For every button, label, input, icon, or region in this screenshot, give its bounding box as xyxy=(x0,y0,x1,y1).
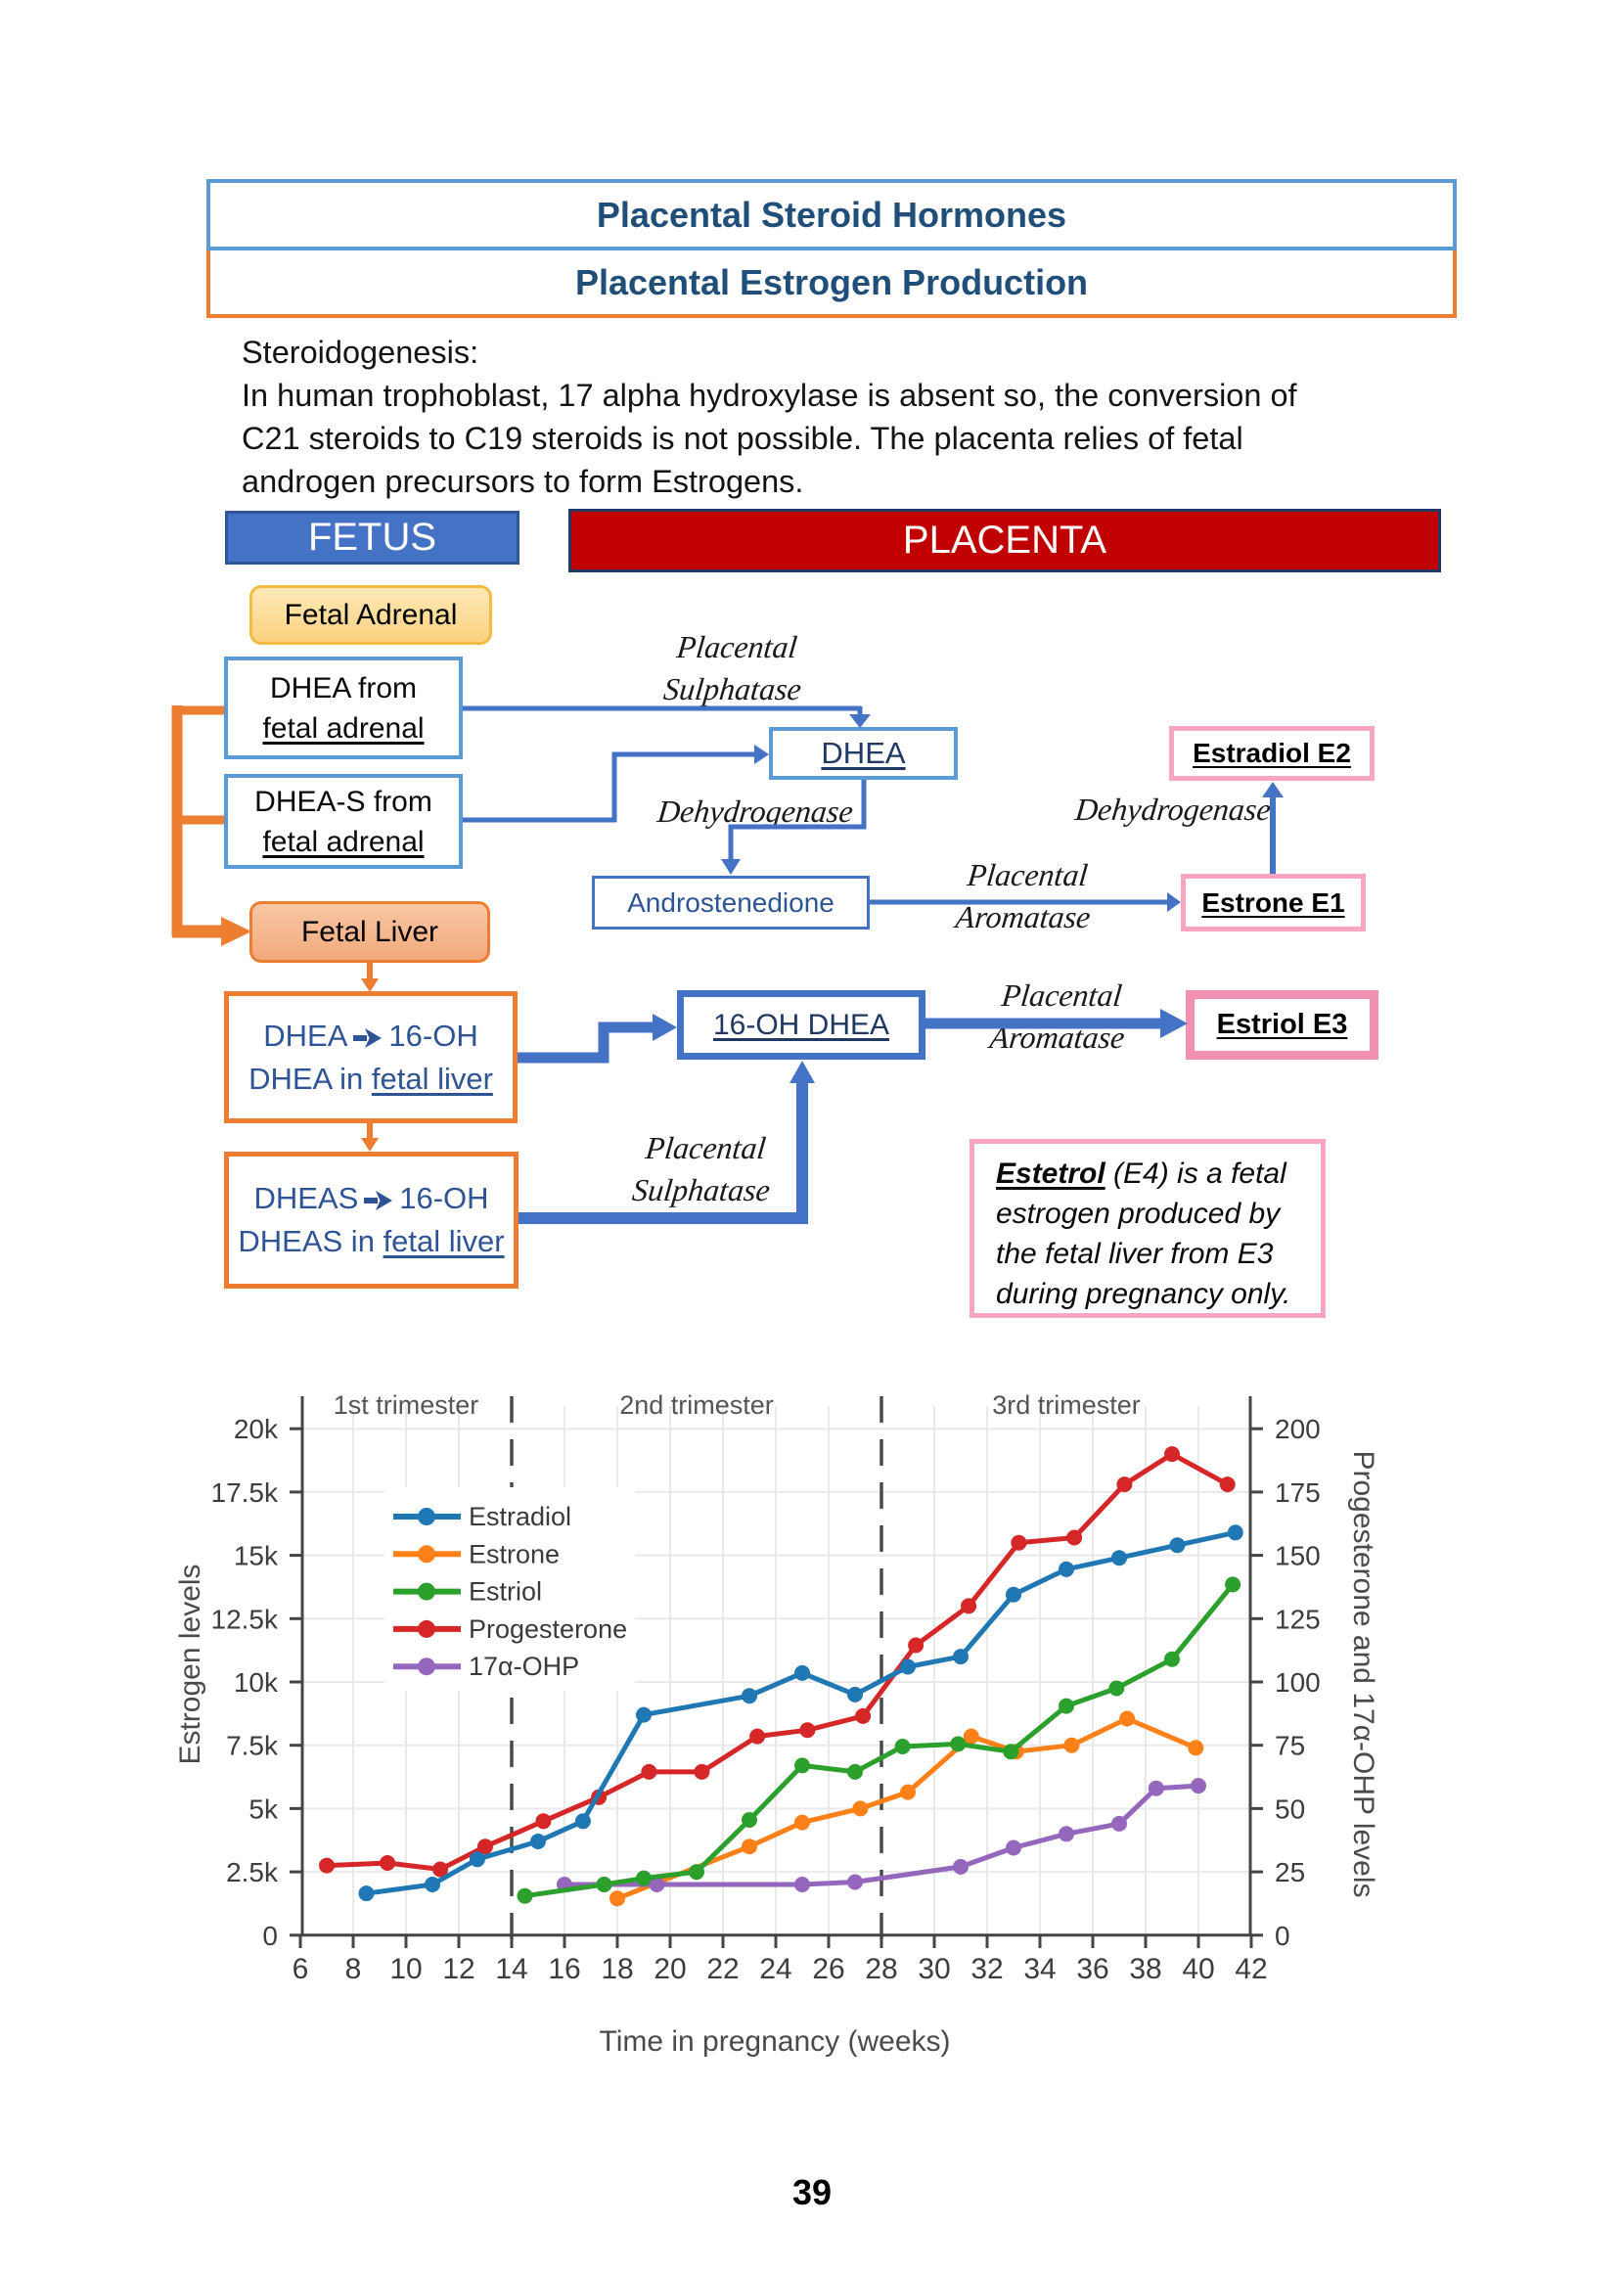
svg-text:28: 28 xyxy=(865,1953,897,1985)
svg-text:24: 24 xyxy=(759,1953,791,1985)
svg-text:Time in pregnancy (weeks): Time in pregnancy (weeks) xyxy=(599,2025,950,2058)
svg-text:Estriol: Estriol xyxy=(469,1577,542,1607)
svg-text:25: 25 xyxy=(1275,1857,1305,1887)
svg-text:26: 26 xyxy=(812,1953,844,1985)
svg-text:175: 175 xyxy=(1275,1477,1321,1508)
svg-text:14: 14 xyxy=(495,1953,527,1985)
svg-text:20k: 20k xyxy=(234,1414,279,1444)
svg-text:Estrone: Estrone xyxy=(469,1539,560,1568)
svg-text:20: 20 xyxy=(654,1953,686,1985)
svg-text:30: 30 xyxy=(918,1953,950,1985)
svg-text:2nd trimester: 2nd trimester xyxy=(619,1390,774,1420)
svg-text:1st trimester: 1st trimester xyxy=(334,1390,479,1420)
svg-text:18: 18 xyxy=(601,1953,633,1985)
svg-text:125: 125 xyxy=(1275,1604,1321,1634)
svg-text:16: 16 xyxy=(548,1953,580,1985)
svg-text:7.5k: 7.5k xyxy=(226,1731,279,1761)
svg-text:Estrogen levels: Estrogen levels xyxy=(174,1564,206,1764)
svg-text:100: 100 xyxy=(1275,1667,1321,1698)
svg-text:2.5k: 2.5k xyxy=(226,1857,279,1887)
svg-text:12: 12 xyxy=(442,1953,474,1985)
svg-text:200: 200 xyxy=(1275,1414,1321,1444)
svg-text:Estradiol: Estradiol xyxy=(469,1502,571,1531)
svg-text:5k: 5k xyxy=(248,1793,279,1824)
svg-text:10: 10 xyxy=(389,1953,422,1985)
svg-text:38: 38 xyxy=(1129,1953,1161,1985)
svg-text:34: 34 xyxy=(1023,1953,1056,1985)
svg-text:12.5k: 12.5k xyxy=(211,1604,279,1634)
svg-text:32: 32 xyxy=(970,1953,1003,1985)
svg-text:40: 40 xyxy=(1182,1953,1214,1985)
svg-text:17.5k: 17.5k xyxy=(211,1477,279,1508)
svg-text:75: 75 xyxy=(1275,1731,1305,1761)
svg-text:50: 50 xyxy=(1275,1793,1305,1824)
svg-text:Progesterone and 17α-OHP level: Progesterone and 17α-OHP levels xyxy=(1347,1450,1379,1897)
svg-text:Progesterone: Progesterone xyxy=(469,1614,627,1644)
svg-text:10k: 10k xyxy=(234,1667,279,1698)
svg-text:8: 8 xyxy=(345,1953,362,1985)
svg-text:150: 150 xyxy=(1275,1541,1321,1571)
svg-text:6: 6 xyxy=(293,1953,309,1985)
svg-text:42: 42 xyxy=(1235,1953,1267,1985)
svg-text:15k: 15k xyxy=(234,1541,279,1571)
svg-text:17α-OHP: 17α-OHP xyxy=(469,1652,579,1681)
svg-text:0: 0 xyxy=(262,1921,278,1951)
svg-text:36: 36 xyxy=(1076,1953,1108,1985)
svg-text:22: 22 xyxy=(706,1953,739,1985)
svg-text:3rd trimester: 3rd trimester xyxy=(992,1390,1141,1420)
svg-text:0: 0 xyxy=(1275,1921,1290,1951)
